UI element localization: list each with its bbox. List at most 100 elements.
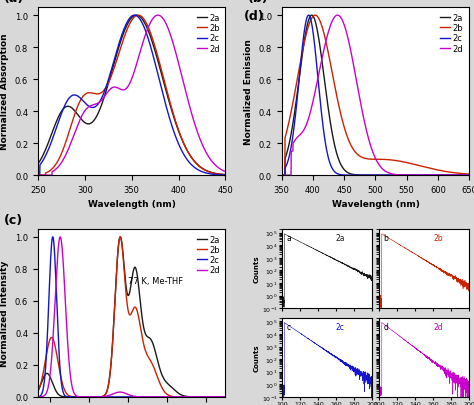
2a [184,394,190,399]
2d [472,173,474,178]
2a [309,14,315,19]
Text: c: c [286,322,291,331]
2d [222,169,228,174]
2d [466,173,472,178]
2d [466,173,472,178]
2d [121,390,127,395]
Line: 2a: 2a [281,16,474,176]
2d [219,394,225,399]
2d [221,169,227,174]
2c [367,173,373,178]
2c [222,173,228,178]
Line: 2d: 2d [36,237,228,397]
2a [126,292,132,297]
2d [126,83,132,88]
2b [225,394,230,399]
2b [30,173,36,178]
2b [126,24,132,29]
Legend: 2a, 2b, 2c, 2d: 2a, 2b, 2c, 2d [438,12,465,55]
2c [50,235,55,240]
2c [219,394,225,399]
2d [367,141,373,146]
Line: 2d: 2d [33,16,230,176]
2d [155,14,161,19]
2c [472,173,474,178]
2b [118,235,123,240]
Y-axis label: Normalized Emission: Normalized Emission [244,39,253,145]
2a [288,136,293,141]
2d [40,173,46,178]
Y-axis label: Counts: Counts [254,343,260,371]
2b [367,157,373,162]
2a [134,14,139,19]
2d [43,392,48,396]
2c [306,14,311,19]
2c [221,173,227,178]
Line: 2a: 2a [36,237,228,397]
2a [466,173,472,178]
2c [126,394,132,399]
X-axis label: Wavelength (nm): Wavelength (nm) [88,200,176,209]
2d [335,14,340,19]
2a [472,173,474,178]
2b [228,173,233,178]
2b [372,158,378,162]
2c [184,394,190,399]
2b [184,394,190,399]
2c [43,363,48,368]
Line: 2b: 2b [36,237,228,397]
2c [466,173,472,178]
2b [466,172,472,177]
2c [466,173,472,178]
2d [228,171,233,176]
2a [278,173,283,178]
2c [132,14,137,19]
2a [219,394,225,399]
2a [219,394,225,399]
2a [33,394,39,399]
2b [219,394,225,399]
2a [466,173,472,178]
2b [185,151,191,156]
2d [33,394,39,399]
Line: 2b: 2b [281,16,474,176]
2a [222,173,228,177]
2c [228,173,233,178]
2d [225,394,230,399]
2d [372,155,378,160]
2b [466,172,472,177]
2d [278,173,283,178]
2b [33,394,39,399]
2d [185,100,191,105]
Text: (d): (d) [244,10,265,23]
2b [121,266,127,271]
2d [430,173,436,178]
2c [30,173,36,178]
2d [30,173,36,178]
Y-axis label: Counts: Counts [254,255,260,283]
2b [121,37,127,42]
2c [278,173,283,178]
2c [33,394,39,399]
Legend: 2a, 2b, 2c, 2d: 2a, 2b, 2c, 2d [195,12,221,55]
2c [225,394,230,399]
2b [472,173,474,177]
2b [312,14,318,19]
2a [126,20,132,25]
Line: 2a: 2a [33,16,230,176]
2d [121,88,127,93]
Y-axis label: Normalized Intensity: Normalized Intensity [0,260,9,366]
2d [288,173,293,178]
Text: 2c: 2c [336,322,345,331]
Text: 77 K, Me-THF: 77 K, Me-THF [128,276,183,285]
2a [121,264,127,269]
2c [288,149,293,154]
2a [185,151,191,156]
Text: d: d [383,322,389,331]
2b [43,356,48,361]
Y-axis label: Normalized Absorption: Normalized Absorption [0,34,9,150]
2b [288,114,293,119]
2a [30,173,36,178]
2c [185,160,191,164]
Text: 2a: 2a [336,233,346,242]
